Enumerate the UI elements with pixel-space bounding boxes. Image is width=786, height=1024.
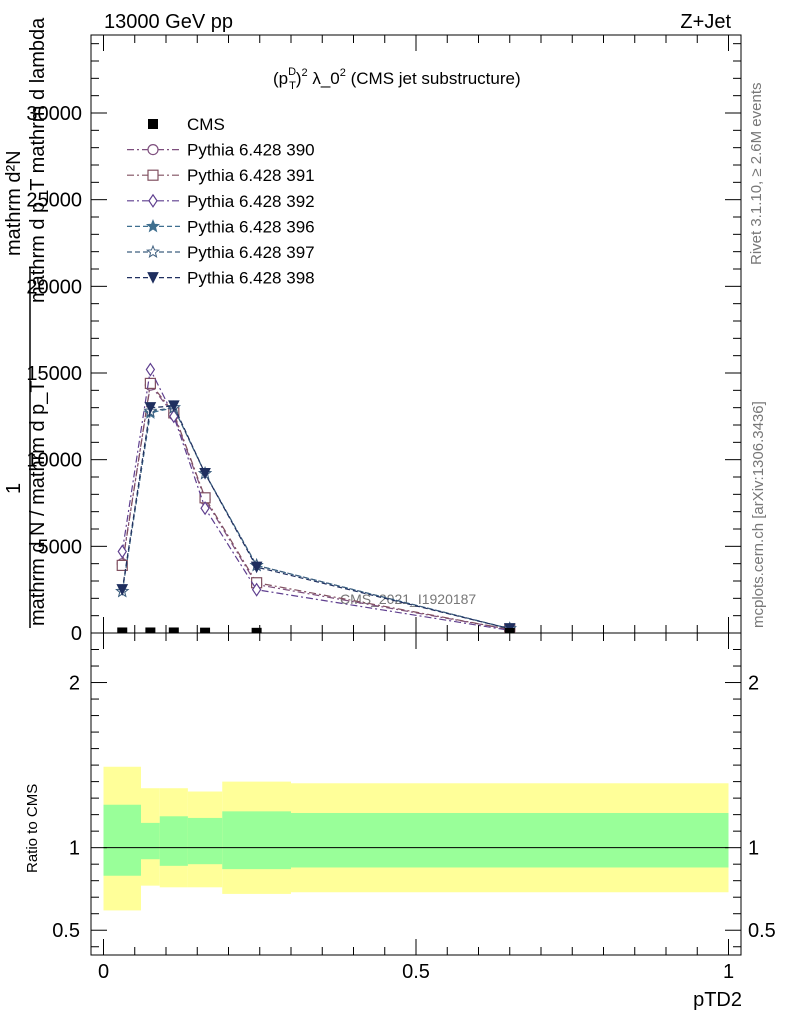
main-ytick-label-5: 25000 <box>26 190 82 212</box>
ratio-band-inner-0 <box>103 804 141 876</box>
legend-label-1: Pythia 6.428 390 <box>187 141 315 160</box>
legend-marker-3 <box>148 193 158 208</box>
ratio-ytick-label-right-1: 1 <box>748 838 759 860</box>
legend-entry-5: Pythia 6.428 397 <box>127 243 315 262</box>
cms-point-2 <box>168 627 179 633</box>
ylabel-lower: mathrm d N / mathrm d p_T <box>27 380 49 626</box>
ratio-ytick-label-2: 2 <box>69 673 80 695</box>
main-ytick-label-4: 20000 <box>26 276 82 298</box>
legend-entry-1: Pythia 6.428 390 <box>127 141 315 160</box>
series-2-point-1 <box>145 362 156 377</box>
series-line-2 <box>121 367 510 631</box>
legend-label-4: Pythia 6.428 396 <box>187 217 315 236</box>
chart-title: (pD T)2 λ_02 (CMS jet substructure) <box>273 66 521 92</box>
process-label: Z+Jet <box>680 11 731 33</box>
series-line-4 <box>121 407 510 630</box>
ratio-ytick-label-right-0: 0.5 <box>748 920 776 942</box>
legend-label-6: Pythia 6.428 398 <box>187 269 315 288</box>
series-2-point-0 <box>117 544 127 559</box>
cms-data-points <box>117 627 515 633</box>
main-ytick-label-0: 0 <box>71 623 82 645</box>
legend-entry-0: CMS <box>148 115 225 134</box>
series-5-point-3 <box>199 468 211 480</box>
ratio-ytick-label-1: 1 <box>69 838 80 860</box>
main-series-layer <box>115 362 517 633</box>
main-ytick-label-3: 15000 <box>26 363 82 385</box>
rivet-version-label: Rivet 3.1.10, ≥ 2.6M events <box>748 83 765 266</box>
legend-entry-4: Pythia 6.428 396 <box>127 217 315 236</box>
series-5 <box>116 400 516 633</box>
cms-point-5 <box>504 627 515 633</box>
ratio-uncertainty-bands <box>103 766 729 911</box>
legend-marker-6 <box>147 272 159 284</box>
ratio-ytick-label-0: 0.5 <box>52 920 80 942</box>
legend-marker-1 <box>147 144 159 156</box>
series-5-point-1 <box>144 402 157 414</box>
series-line-5 <box>121 405 510 630</box>
ratio-band-inner-2 <box>159 816 188 866</box>
series-2 <box>117 362 515 633</box>
legend-label-3: Pythia 6.428 392 <box>187 192 315 211</box>
ratio-axis-ticks: 0.5 0.5 1 1 2 2 0 0.5 1 <box>52 633 776 983</box>
legend-label-0: CMS <box>187 115 225 134</box>
cms-point-1 <box>145 627 156 633</box>
legend-label-2: Pythia 6.428 391 <box>187 166 315 185</box>
main-ytick-label-2: 10000 <box>26 450 82 472</box>
x-axis-label: pTD2 <box>693 989 742 1011</box>
xtick-label-0: 0 <box>98 961 109 983</box>
ylabel-one: 1 <box>3 483 25 494</box>
xtick-label-1: 0.5 <box>402 961 430 983</box>
legend-marker-5 <box>145 244 161 258</box>
series-line-1 <box>121 381 510 631</box>
ylabel-upper: mathrm d²N <box>3 150 25 256</box>
series-1-point-0 <box>116 559 128 572</box>
series-1-point-1 <box>144 377 156 389</box>
legend-entry-3: Pythia 6.428 392 <box>127 192 315 211</box>
series-2-point-4 <box>251 582 262 597</box>
ratio-ytick-label-right-2: 2 <box>748 673 759 695</box>
mcplots-label: mcplots.cern.ch [arXiv:1306.3436] <box>750 401 767 628</box>
series-2-point-3 <box>200 501 210 516</box>
main-y-axis-label: mathrm d²N mathrm d p_T mathrm d lambda … <box>3 17 49 628</box>
energy-label: 13000 GeV pp <box>104 11 233 33</box>
cms-point-4 <box>251 627 262 633</box>
legend-label-5: Pythia 6.428 397 <box>187 243 315 262</box>
series-5-point-4 <box>250 561 263 574</box>
legend-marker-4 <box>145 219 161 233</box>
legend-marker-0 <box>148 119 158 129</box>
ylabel-upper-sub: mathrm d p_T mathrm d lambda <box>27 17 49 303</box>
main-axis-ticks: 0 5000 10000 15000 20000 25000 30000 <box>26 35 741 645</box>
cms-point-3 <box>200 627 211 633</box>
legend-entry-2: Pythia 6.428 391 <box>127 166 315 185</box>
main-ytick-label-1: 5000 <box>38 536 83 558</box>
main-ytick-label-6: 30000 <box>26 103 82 125</box>
ratio-band-inner-5 <box>291 812 729 868</box>
ratio-band-inner-4 <box>222 811 291 870</box>
series-5-point-0 <box>116 584 129 596</box>
legend: CMS Pythia 6.428 390 Pythia 6.428 391 Pythi… <box>127 115 315 288</box>
ratio-y-axis-label: Ratio to CMS <box>24 784 41 873</box>
legend-marker-2 <box>147 169 159 181</box>
ratio-band-inner-3 <box>187 817 223 865</box>
ratio-band-inner-1 <box>141 822 160 860</box>
xtick-label-2: 1 <box>723 961 734 983</box>
cms-point-0 <box>117 627 128 633</box>
legend-entry-6: Pythia 6.428 398 <box>127 269 315 288</box>
series-5-point-2 <box>168 400 180 413</box>
